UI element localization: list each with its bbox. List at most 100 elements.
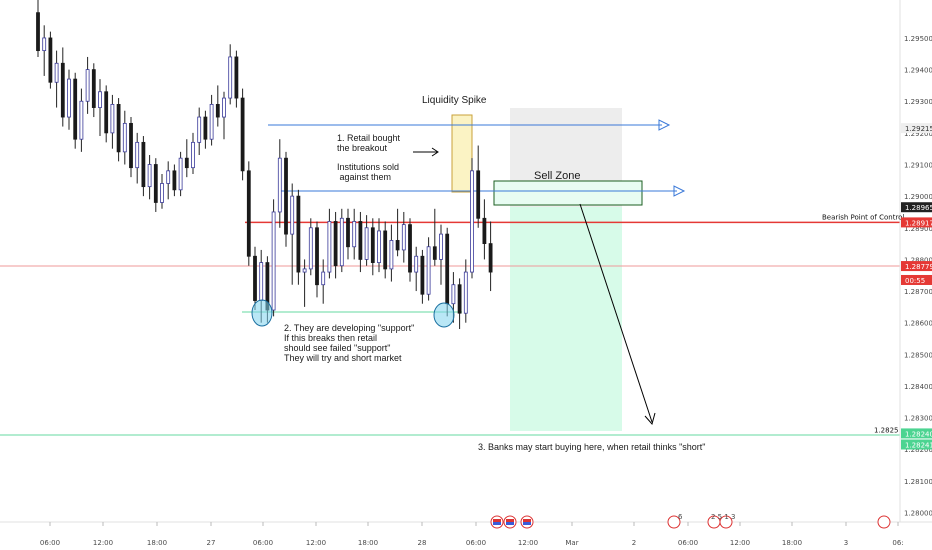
candle-body bbox=[370, 227, 375, 263]
level-label: 1.2825 bbox=[874, 427, 899, 435]
candle-body bbox=[401, 224, 406, 251]
y-tick-label: 1.28100 bbox=[904, 478, 932, 486]
x-tick-label: 2 bbox=[632, 539, 636, 547]
price-label: 1.28779 bbox=[905, 263, 932, 271]
x-tick-label: 06: bbox=[892, 539, 903, 547]
y-tick-label: 1.28900 bbox=[904, 225, 932, 233]
candle-body bbox=[209, 104, 214, 140]
candle-body bbox=[184, 157, 189, 169]
retail-arrow-head bbox=[431, 147, 439, 157]
candle-body bbox=[85, 69, 90, 102]
y-tick-label: 1.29400 bbox=[904, 67, 932, 75]
candle-body bbox=[153, 164, 158, 203]
x-tick-label: 06:00 bbox=[253, 539, 273, 547]
price-label-bg bbox=[901, 202, 932, 213]
candle-body bbox=[42, 37, 47, 52]
candle-body bbox=[333, 221, 338, 267]
y-tick-label: 1.29100 bbox=[904, 162, 932, 170]
candle-body bbox=[439, 233, 443, 260]
y-tick-label: 1.29300 bbox=[904, 98, 932, 106]
candle-body bbox=[36, 12, 40, 52]
candle-body bbox=[482, 217, 487, 245]
price-label: 1.28965 bbox=[905, 204, 932, 212]
x-tick-label: 18:00 bbox=[358, 539, 378, 547]
flag-count-label: 2 5 1 3 bbox=[711, 513, 736, 521]
candle-body bbox=[377, 230, 381, 263]
candle-body bbox=[228, 56, 233, 99]
candle-body bbox=[271, 211, 276, 311]
flag-count-label: 6 bbox=[678, 513, 683, 521]
x-tick-label: Mar bbox=[565, 539, 578, 547]
upper-blue-arrowhead bbox=[658, 119, 671, 131]
candle-body bbox=[79, 100, 84, 140]
candle-body bbox=[308, 227, 313, 270]
candle-body bbox=[91, 69, 96, 108]
candle-body bbox=[463, 271, 468, 314]
y-tick-label: 1.29000 bbox=[904, 193, 932, 201]
y-tick-label: 1.28500 bbox=[904, 351, 932, 359]
y-tick-label: 1.28400 bbox=[904, 383, 932, 391]
candle-body bbox=[67, 78, 71, 118]
liquidity-spike-box bbox=[451, 114, 473, 193]
candle-body bbox=[352, 221, 357, 248]
support-circle-right bbox=[433, 302, 455, 328]
x-tick-label: 18:00 bbox=[782, 539, 802, 547]
candle-body bbox=[197, 116, 202, 143]
us-flag-icon[interactable] bbox=[719, 515, 733, 529]
x-tick-label: 12:00 bbox=[730, 539, 750, 547]
banks-buying-label: 3. Banks may start buying here, when ret… bbox=[478, 442, 706, 452]
candle-body bbox=[60, 62, 65, 118]
y-tick-label: 1.28000 bbox=[904, 510, 932, 518]
candle-body bbox=[116, 104, 121, 153]
candle-body bbox=[222, 97, 226, 118]
us-event-flags-left[interactable] bbox=[490, 515, 534, 529]
x-tick-label: 28 bbox=[418, 539, 427, 547]
y-tick-label: 1.28300 bbox=[904, 415, 932, 423]
price-label: 1.28917 bbox=[905, 219, 932, 227]
candle-body bbox=[327, 221, 332, 273]
price-label-bg bbox=[901, 439, 932, 450]
candle-body bbox=[445, 233, 450, 305]
candle-body bbox=[122, 122, 127, 153]
sell-zone-label: Sell Zone bbox=[534, 170, 581, 182]
x-tick-label: 12:00 bbox=[518, 539, 538, 547]
x-tick-label: 18:00 bbox=[147, 539, 167, 547]
candle-body bbox=[339, 217, 344, 267]
candle-body bbox=[147, 164, 152, 188]
x-tick-label: 12:00 bbox=[93, 539, 113, 547]
x-tick-label: 06:00 bbox=[40, 539, 60, 547]
candle-body bbox=[420, 255, 425, 295]
support-note-label: 2. They are developing "support" If this… bbox=[284, 323, 415, 363]
candle-body bbox=[389, 240, 394, 270]
candle-body bbox=[408, 224, 412, 273]
candle-body bbox=[110, 104, 115, 134]
price-label: 00:55 bbox=[905, 277, 925, 285]
us-flag-icon[interactable] bbox=[877, 515, 891, 529]
candle-body bbox=[135, 141, 140, 169]
price-label-bg bbox=[901, 123, 932, 134]
candle-body bbox=[246, 170, 251, 257]
x-tick-label: 3 bbox=[844, 539, 848, 547]
candle-body bbox=[203, 116, 208, 140]
candle-body bbox=[160, 183, 164, 203]
y-tick-label: 1.29500 bbox=[904, 35, 932, 43]
price-label: 1.28241 bbox=[905, 441, 932, 449]
candle-body bbox=[98, 91, 102, 108]
candle-body bbox=[73, 78, 78, 140]
candle-body bbox=[48, 37, 53, 83]
candle-body bbox=[383, 230, 388, 270]
x-tick-label: 06:00 bbox=[678, 539, 698, 547]
candle-body bbox=[290, 195, 295, 235]
price-label-bg bbox=[901, 274, 932, 285]
x-tick-label: 06:00 bbox=[466, 539, 486, 547]
us-flag-icon[interactable] bbox=[667, 515, 681, 529]
price-label-bg bbox=[901, 428, 932, 439]
projection-arrow-line bbox=[579, 203, 653, 423]
candle-body bbox=[476, 170, 481, 219]
candle-body bbox=[315, 227, 319, 286]
liquidity-spike-label: Liquidity Spike bbox=[422, 95, 487, 106]
us-event-flags-right[interactable]: 6 2 5 1 3 bbox=[667, 513, 891, 529]
candle-body bbox=[284, 157, 288, 235]
candle-body bbox=[457, 284, 462, 314]
